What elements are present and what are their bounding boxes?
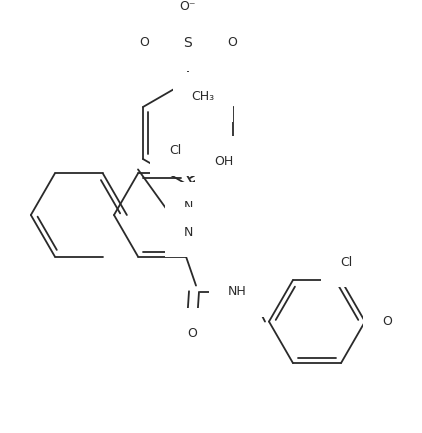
- Text: Cl: Cl: [340, 255, 352, 268]
- Text: O: O: [382, 315, 392, 328]
- Text: Cl: Cl: [169, 145, 181, 158]
- Text: OH: OH: [214, 155, 233, 168]
- Text: CH₃: CH₃: [192, 90, 215, 103]
- Text: N: N: [183, 200, 193, 213]
- Text: O⁻: O⁻: [180, 0, 196, 13]
- Text: O: O: [139, 36, 149, 49]
- Text: O: O: [227, 36, 237, 49]
- Text: S: S: [184, 36, 192, 50]
- Text: NH: NH: [227, 285, 246, 298]
- Text: O: O: [187, 327, 197, 340]
- Text: N: N: [183, 226, 193, 239]
